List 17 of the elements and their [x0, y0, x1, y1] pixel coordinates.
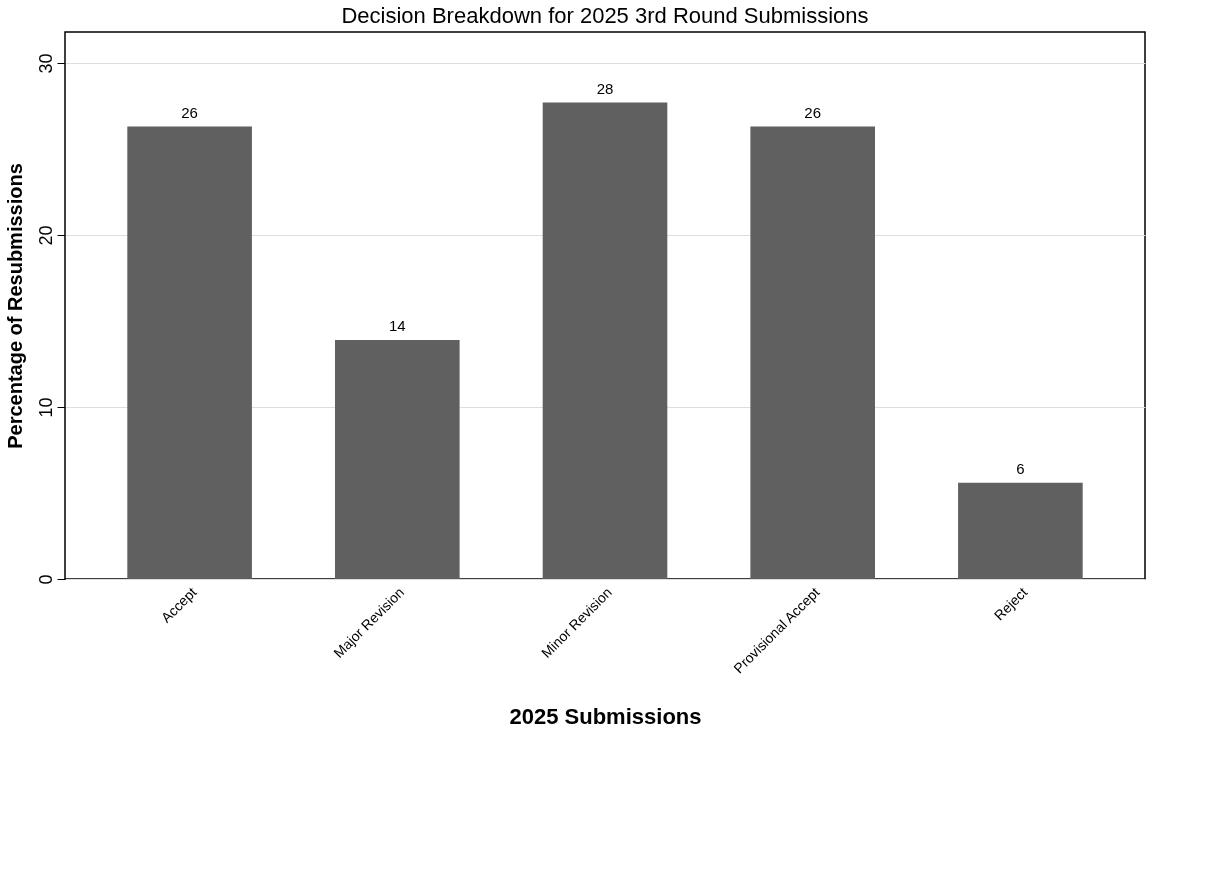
bar: [542, 102, 668, 579]
bar: [127, 126, 252, 579]
y-tick-label: 0: [35, 574, 56, 585]
bar: [750, 126, 875, 579]
y-tick-label: 20: [35, 225, 56, 246]
bar: [958, 482, 1083, 579]
y-tick-label: 30: [35, 53, 56, 74]
chart-title: Decision Breakdown for 2025 3rd Round Submissions: [341, 3, 869, 28]
data-label: 14: [388, 316, 406, 334]
data-label: 26: [804, 103, 822, 121]
y-axis-title: Percentage of Resubmissions: [3, 163, 26, 449]
y-tick-label: 10: [35, 397, 56, 418]
x-axis-title: 2025 Submissions: [509, 703, 702, 729]
data-label: 28: [596, 79, 614, 97]
data-label: 6: [1016, 459, 1025, 477]
data-label: 26: [181, 103, 198, 121]
bar: [335, 339, 460, 579]
